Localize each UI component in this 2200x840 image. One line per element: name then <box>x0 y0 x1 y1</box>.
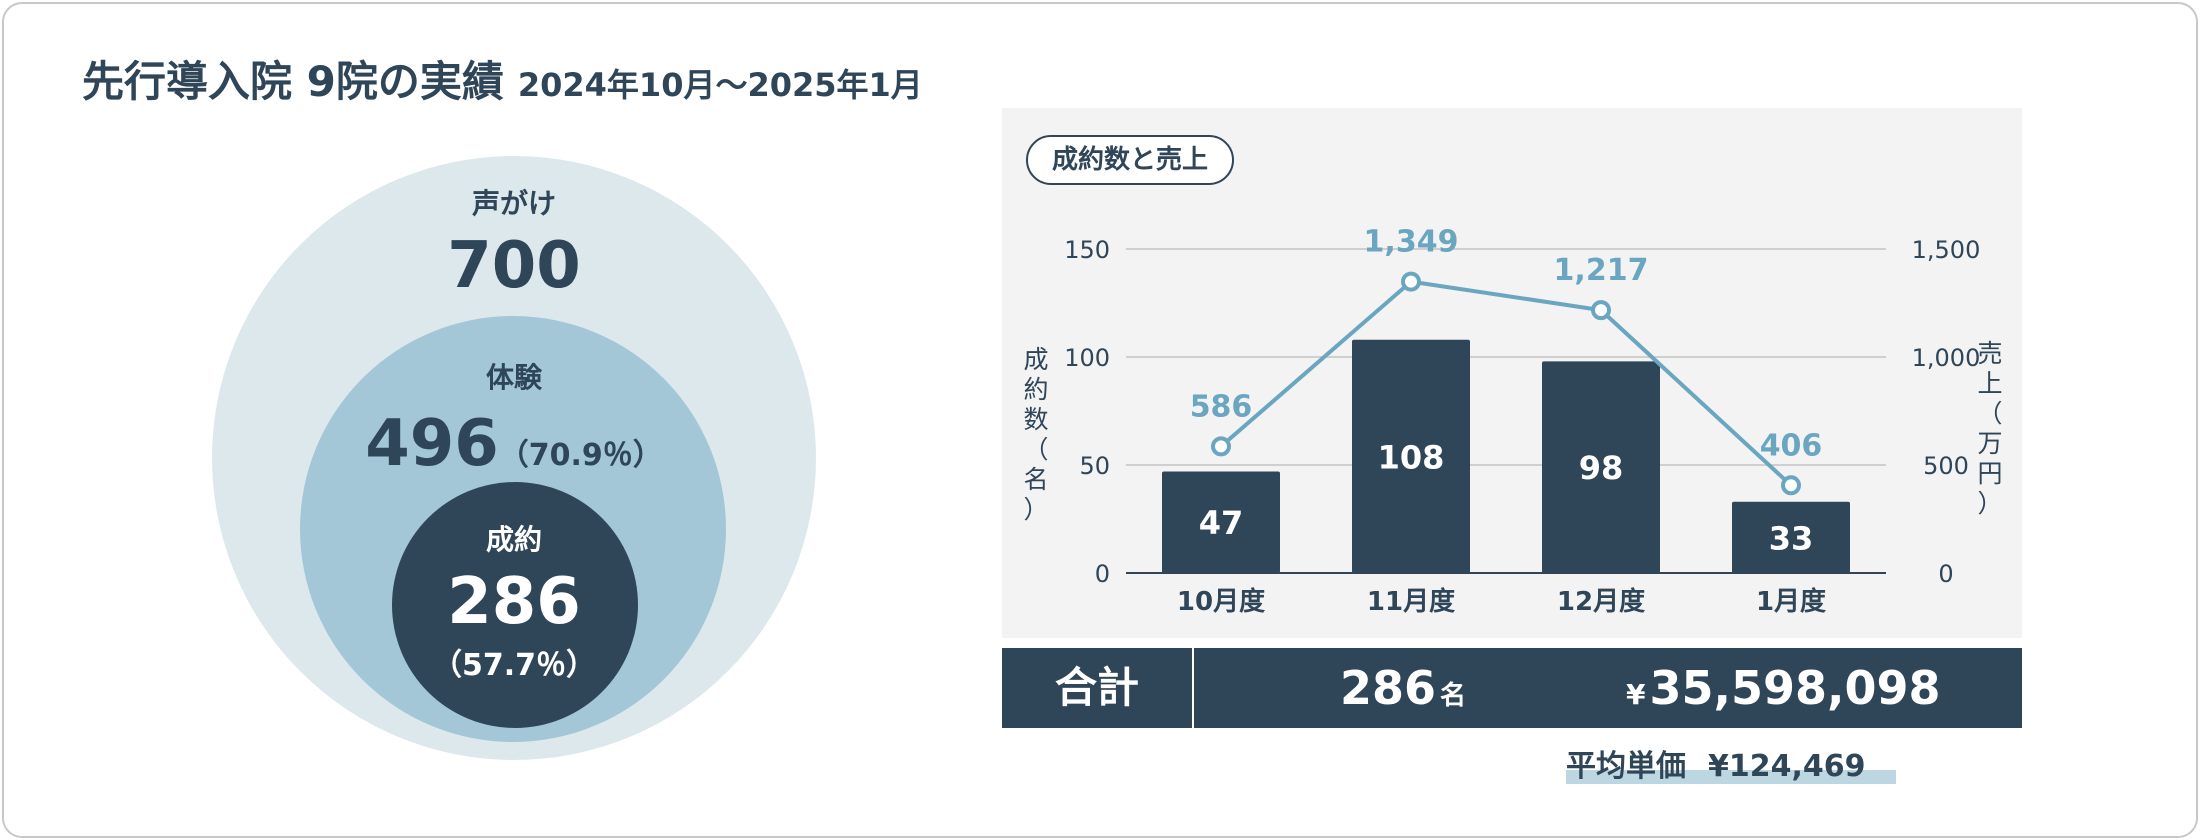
outer-value: 700 <box>447 229 581 303</box>
inner-label: 成約 <box>485 523 542 556</box>
average-price-value: ¥124,469 <box>1708 749 1866 784</box>
yen-symbol: ¥ <box>1626 678 1646 711</box>
y-axis-title: 成約数（名） <box>1023 345 1048 524</box>
sales-point <box>1781 475 1801 496</box>
y2-tick-label: 500 <box>1923 452 1969 480</box>
average-highlight <box>1566 770 1896 784</box>
inner-value: 286 <box>447 565 581 639</box>
y-tick-label: 50 <box>1079 452 1110 480</box>
average-price: 平均単価 ¥124,469 <box>1566 744 1866 790</box>
bar <box>1732 501 1850 573</box>
x-tick-label: 10月度 <box>1177 586 1265 617</box>
totals-count: 286 名 <box>1340 648 1466 728</box>
middle-label: 体験 <box>485 361 542 394</box>
y-tick-label: 100 <box>1064 344 1110 372</box>
sales-line <box>1219 279 1793 487</box>
bar <box>1162 471 1280 573</box>
inner-circle <box>392 482 638 728</box>
bar-value-label: 47 <box>1199 504 1244 542</box>
sales-value-label: 1,349 <box>1364 225 1459 260</box>
totals-sales: ¥35,598,098 <box>1626 648 1941 728</box>
sales-point <box>1211 436 1231 457</box>
bar-value-label: 33 <box>1769 519 1814 557</box>
outer-label: 声がけ <box>471 187 556 220</box>
sales-point <box>1401 271 1421 292</box>
bar-value-label: 108 <box>1378 438 1445 476</box>
chart-title: 成約数と売上 <box>1026 135 1235 185</box>
title-main: 先行導入院 9院の実績 <box>82 57 504 106</box>
middle-value: 496 <box>365 407 499 481</box>
y2-tick-label: 1,500 <box>1912 236 1981 264</box>
totals-sales-value: 35,598,098 <box>1649 661 1941 715</box>
bar <box>1542 361 1660 573</box>
x-tick-label: 11月度 <box>1367 586 1455 617</box>
sales-point <box>1591 300 1611 321</box>
x-tick-label: 1月度 <box>1756 586 1826 617</box>
title-period: 2024年10月～2025年1月 <box>517 66 923 104</box>
sales-value-label: 1,217 <box>1554 253 1649 288</box>
y2-tick-label: 1,000 <box>1912 344 1981 372</box>
y2-tick-label: 0 <box>1938 560 1953 588</box>
page-title: 先行導入院 9院の実績 2024年10月～2025年1月 <box>82 48 923 109</box>
y2-axis-title: 売上（万円） <box>1977 339 2002 518</box>
x-tick-label: 12月度 <box>1557 586 1645 617</box>
totals-bar <box>1002 648 2022 728</box>
totals-count-value: 286 <box>1340 661 1437 715</box>
middle-pct: （70.9％） <box>498 438 663 473</box>
middle-value-row: 496（70.9％） <box>212 412 816 476</box>
sales-value-label: 406 <box>1760 428 1823 463</box>
bar <box>1352 339 1470 573</box>
totals-count-unit: 名 <box>1440 681 1467 711</box>
bar-value-label: 98 <box>1579 449 1624 487</box>
inner-pct: （57.7％） <box>431 648 597 683</box>
y-tick-label: 150 <box>1064 236 1110 264</box>
totals-divider <box>1192 648 1194 728</box>
sales-value-label: 586 <box>1190 389 1253 424</box>
y-tick-label: 0 <box>1095 560 1110 588</box>
average-price-label: 平均単価 <box>1566 749 1686 784</box>
totals-label: 合計 <box>1054 663 1139 712</box>
